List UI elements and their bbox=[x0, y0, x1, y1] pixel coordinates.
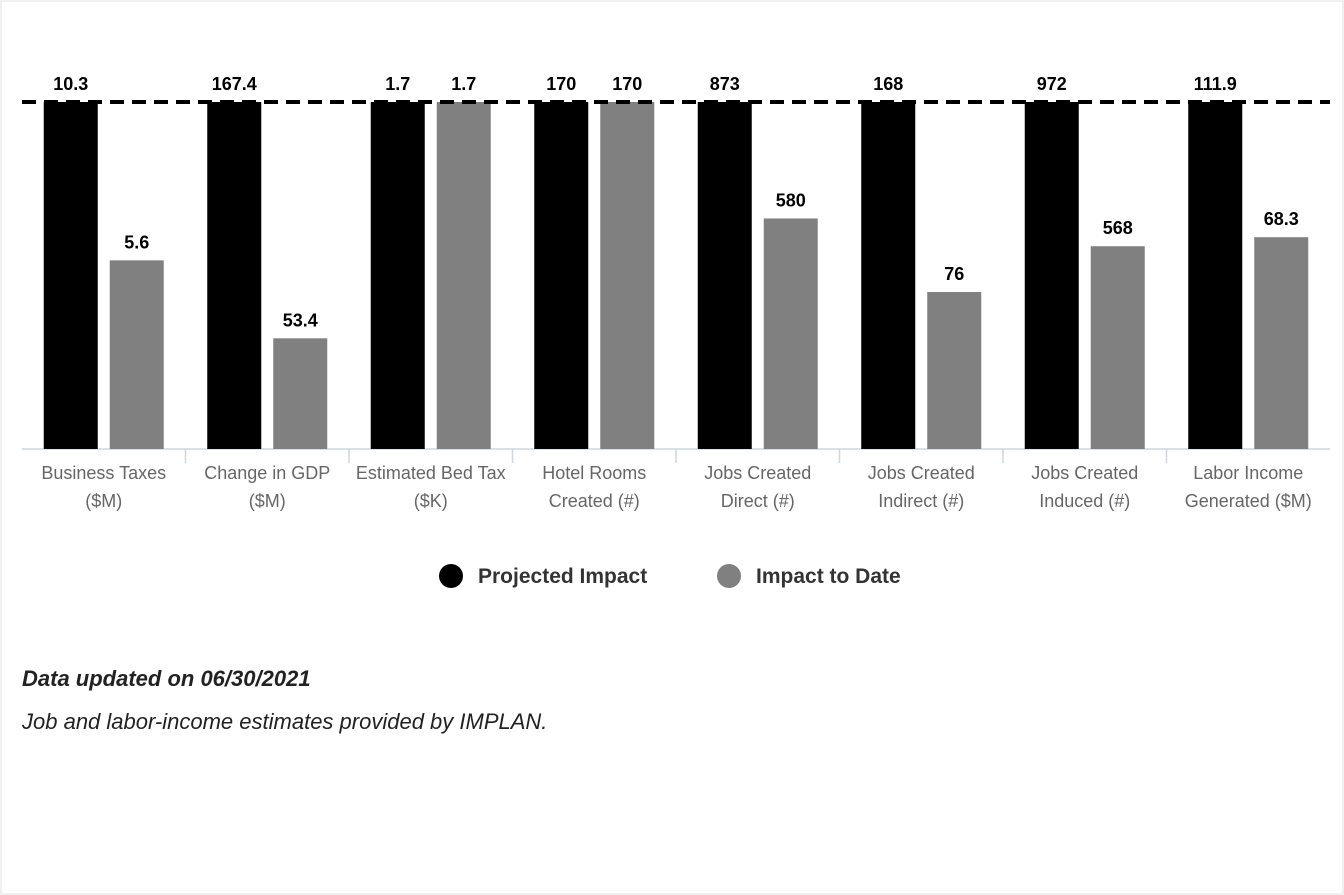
legend-swatch bbox=[439, 564, 463, 588]
value-label: 167.4 bbox=[212, 74, 257, 94]
value-label: 170 bbox=[612, 74, 642, 94]
bar bbox=[861, 102, 916, 449]
bar bbox=[1188, 102, 1243, 449]
bar bbox=[43, 102, 98, 449]
legend-label: Projected Impact bbox=[478, 565, 647, 588]
chart: 10.3 5.6 167.4 53.4 1.7 1.7 170 170 873 580 168 76 9… bbox=[22, 74, 1330, 588]
bar bbox=[534, 102, 589, 449]
legend-swatch bbox=[717, 564, 741, 588]
x-tick-label: Change in GDP ($M) bbox=[204, 463, 331, 511]
bar bbox=[697, 102, 752, 449]
bar bbox=[370, 102, 425, 449]
bar bbox=[1254, 237, 1309, 449]
bar bbox=[273, 338, 328, 449]
x-tick-label: Jobs Created Induced (#) bbox=[1031, 463, 1139, 511]
bar bbox=[600, 102, 655, 449]
value-label: 168 bbox=[873, 74, 903, 94]
bar bbox=[109, 260, 164, 449]
value-label: 873 bbox=[710, 74, 740, 94]
x-tick-label: Jobs Created Direct (#) bbox=[704, 463, 812, 511]
value-label: 1.7 bbox=[385, 74, 410, 94]
x-tick-label: Jobs Created Indirect (#) bbox=[867, 463, 975, 511]
note: Job and labor-income estimates provided … bbox=[22, 709, 548, 734]
x-tick-label: Business Taxes ($M) bbox=[41, 463, 167, 511]
bar bbox=[1024, 102, 1079, 449]
x-tick-label: Hotel Rooms Created (#) bbox=[542, 463, 647, 511]
value-label: 111.9 bbox=[1194, 74, 1237, 94]
bar bbox=[436, 102, 491, 449]
legend-label: Impact to Date bbox=[756, 565, 901, 588]
note: Data updated on 06/30/2021 bbox=[22, 666, 311, 691]
value-label: 972 bbox=[1037, 74, 1067, 94]
value-label: 68.3 bbox=[1264, 209, 1299, 229]
bar bbox=[1090, 246, 1145, 449]
value-label: 76 bbox=[944, 264, 964, 284]
bar bbox=[927, 292, 982, 449]
x-tick-label: Estimated Bed Tax ($K) bbox=[355, 463, 506, 511]
value-label: 5.6 bbox=[124, 232, 149, 252]
bar bbox=[763, 218, 818, 449]
value-label: 10.3 bbox=[53, 74, 88, 94]
x-tick-label: Labor Income Generated ($M) bbox=[1184, 463, 1312, 511]
bar bbox=[207, 102, 262, 449]
value-label: 170 bbox=[546, 74, 576, 94]
value-label: 580 bbox=[776, 190, 806, 210]
value-label: 1.7 bbox=[451, 74, 476, 94]
value-label: 568 bbox=[1103, 218, 1133, 238]
value-label: 53.4 bbox=[283, 310, 318, 330]
